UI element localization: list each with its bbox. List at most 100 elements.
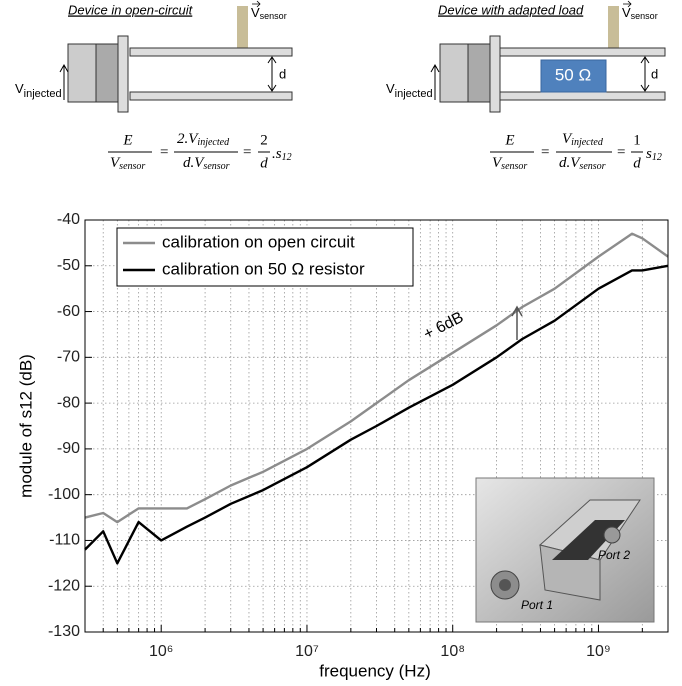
y-tick-label: -50 (57, 257, 80, 274)
inj-arrow (430, 63, 440, 100)
eq-part: E (122, 132, 132, 148)
eq-part: d.Vsensor (559, 155, 606, 172)
legend-box (116, 227, 414, 287)
eq-part: 2 (260, 132, 268, 148)
annotation: + 6dB (421, 309, 466, 343)
y-axis-title: module of s12 (dB) (16, 354, 35, 498)
eq-sub: 12 (652, 152, 662, 163)
eq-sub: 12 (282, 152, 292, 163)
y-tick-label: -120 (48, 577, 80, 594)
equation-2: E Vsensor = Vinjected d.Vsensor = 1 d s1… (490, 131, 662, 172)
vector-arrow (252, 0, 261, 8)
y-tick-label: -40 (57, 211, 80, 228)
sub: injected (24, 88, 62, 100)
v: V (15, 81, 24, 96)
v: V (622, 5, 631, 20)
load (540, 59, 607, 93)
tube (499, 47, 666, 57)
legend-label: calibration on open circuit (162, 232, 355, 251)
eq-part: d.V (559, 155, 581, 171)
connector (95, 43, 119, 103)
diagram-title: Device with adapted load (438, 2, 584, 17)
connector (439, 43, 469, 103)
eq-part: s12 (646, 146, 662, 163)
flange (489, 35, 501, 113)
x-tick-label: 10⁸ (440, 643, 465, 660)
sub: sensor (260, 11, 287, 21)
y-tick-label: -100 (48, 486, 80, 503)
eq-sub: sensor (501, 161, 527, 172)
equals: = (160, 144, 168, 160)
y-tick-label: -90 (57, 440, 80, 457)
eq-part: d (260, 155, 268, 171)
v-sensor: Vsensor (251, 5, 287, 21)
eq-part: .s (272, 146, 282, 162)
equals: = (541, 144, 549, 160)
vector-arrow (623, 0, 632, 8)
eq-part: Vsensor (110, 155, 145, 172)
y-tick-label: -60 (57, 303, 80, 320)
eq-part: d.V (183, 155, 205, 171)
inset-label: Port 1 (521, 598, 553, 612)
sensor (237, 6, 248, 48)
v-injected: Vinjected (386, 81, 433, 99)
annotation-arrow (511, 305, 523, 340)
equals: = (243, 144, 251, 160)
diagram-load: Device with adapted load 50 Ω d Vsensor … (386, 0, 666, 113)
flange (117, 35, 129, 113)
eq-sub: sensor (579, 161, 605, 172)
eq-part: 2.V (177, 131, 199, 147)
eq-part: Vinjected (562, 131, 604, 148)
eq-part: E (504, 132, 514, 148)
diagram-title: Device in open-circuit (68, 2, 194, 17)
series-line (84, 264, 669, 565)
load-label: 50 Ω (555, 65, 591, 84)
plot-frame (84, 219, 669, 633)
eq-part: V (110, 155, 121, 171)
v-injected: Vinjected (15, 81, 62, 99)
d-arrowheads (640, 56, 650, 92)
diagram-open: Device in open-circuit d Vsensor Vinject… (15, 0, 293, 113)
v: V (251, 5, 260, 20)
connector (67, 43, 97, 103)
eq-part: s (646, 146, 652, 162)
tube (129, 47, 293, 57)
eq-part: 1 (633, 132, 641, 148)
series-line (84, 232, 669, 524)
x-tick-label: 10⁶ (149, 643, 173, 660)
sub: injected (395, 88, 433, 100)
d-arrowheads (267, 56, 277, 92)
tube (129, 91, 293, 101)
x-tick-label: 10⁷ (295, 643, 319, 660)
equals: = (617, 144, 625, 160)
sub: sensor (631, 11, 658, 21)
equation-1: E Vsensor = 2.Vinjected d.Vsensor = 2 d … (108, 131, 292, 172)
legend-label: calibration on 50 Ω resistor (162, 259, 365, 278)
connector (467, 43, 491, 103)
y-tick-label: -80 (57, 394, 80, 411)
inj-arrow (59, 63, 69, 100)
connector (603, 526, 621, 544)
chart: 10⁶ 10⁷ 10⁸ 10⁹ -130 -120 -110 -100 -90 -80 -70 -60… (48, 211, 669, 660)
eq-sub: injected (571, 137, 604, 148)
tube (499, 91, 666, 101)
connector (499, 579, 511, 591)
v: V (386, 81, 395, 96)
eq-part: Vsensor (492, 155, 527, 172)
eq-part: 2.Vinjected (177, 131, 230, 148)
d-label: d (279, 66, 286, 81)
y-tick-label: -70 (57, 349, 80, 366)
eq-part: d.Vsensor (183, 155, 230, 172)
v-sensor: Vsensor (622, 5, 658, 21)
sensor (608, 6, 619, 48)
eq-sub: injected (197, 137, 230, 148)
eq-part: .s12 (272, 146, 292, 163)
eq-part: d (633, 155, 641, 171)
y-tick-label: -110 (49, 532, 80, 549)
x-tick-label: 10⁹ (586, 643, 611, 660)
eq-sub: sensor (203, 161, 229, 172)
eq-part: V (562, 131, 573, 147)
eq-part: V (492, 155, 503, 171)
x-axis-title: frequency (Hz) (319, 661, 430, 680)
